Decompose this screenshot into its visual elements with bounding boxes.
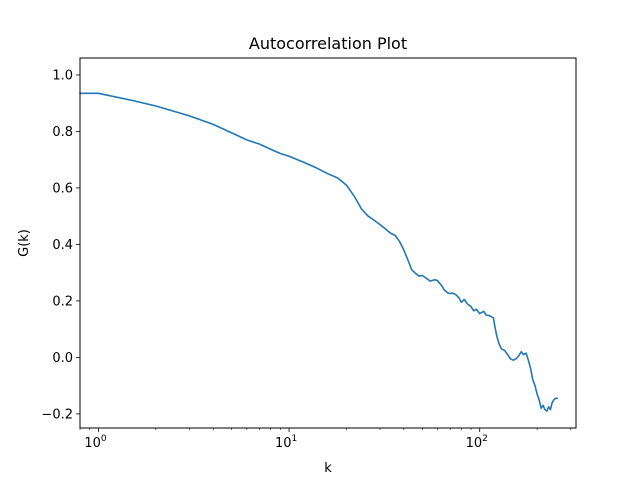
y-tick-label: 0.4 — [52, 238, 73, 253]
x-tick-label: 102 — [466, 434, 488, 451]
chart-title: Autocorrelation Plot — [249, 34, 407, 53]
x-tick-exponent: 0 — [101, 434, 107, 444]
x-tick-exponent: 2 — [482, 434, 488, 444]
y-tick-label: −0.2 — [41, 407, 73, 422]
y-tick-label: 0.2 — [52, 294, 73, 309]
y-tick-label: 0.8 — [52, 125, 73, 140]
y-axis-label: G(k) — [17, 229, 32, 257]
y-tick-label: 0.0 — [52, 351, 73, 366]
plot-frame — [79, 57, 577, 429]
y-tick-label: 1.0 — [52, 68, 73, 83]
x-tick-label: 100 — [84, 434, 107, 451]
x-axis-label: k — [324, 461, 332, 476]
x-tick-label: 101 — [275, 434, 297, 451]
series-line-0 — [79, 92, 559, 412]
plot-area — [79, 92, 559, 412]
x-tick-exponent: 1 — [291, 434, 297, 444]
x-tick-base: 10 — [466, 436, 483, 451]
y-tick-label: 0.6 — [52, 181, 73, 196]
x-tick-base: 10 — [84, 436, 101, 451]
x-tick-base: 10 — [275, 436, 292, 451]
